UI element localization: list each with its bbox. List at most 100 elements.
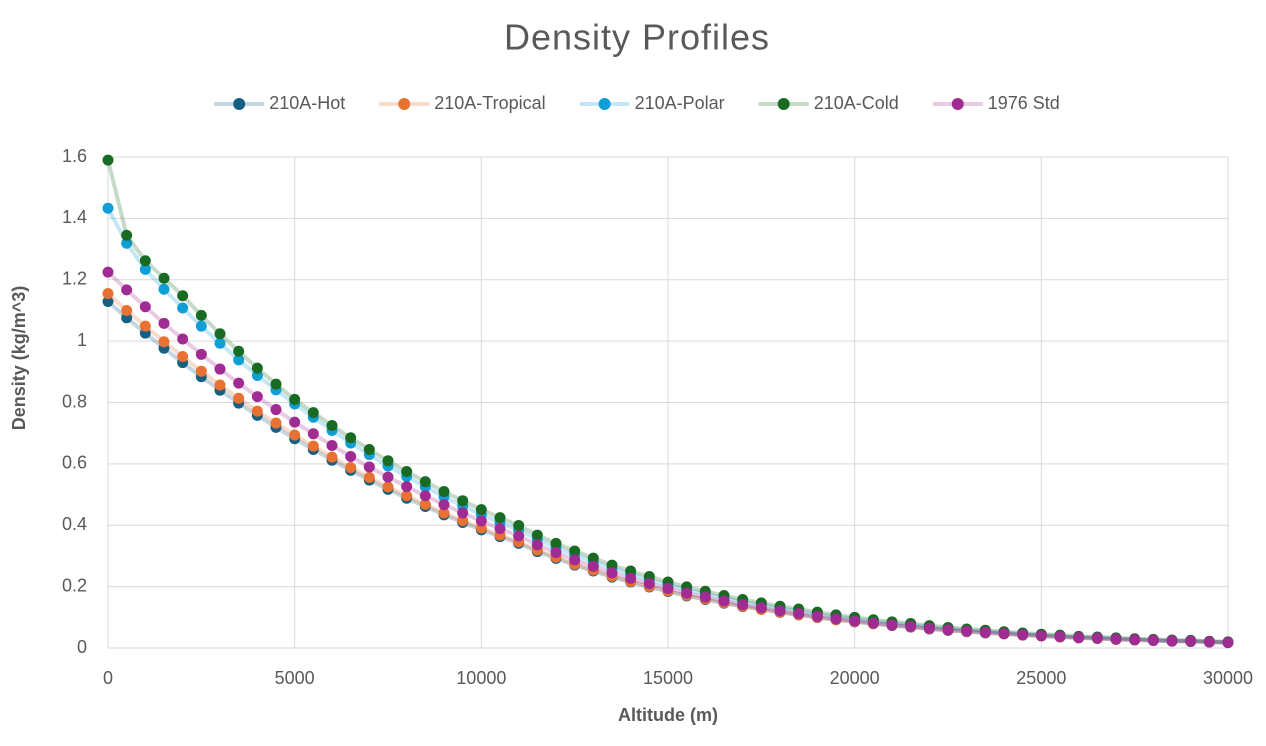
- x-tick-label: 25000: [1016, 668, 1066, 688]
- legend-marker: [777, 98, 790, 110]
- data-point: [755, 602, 767, 614]
- data-point: [289, 393, 301, 405]
- data-point: [177, 302, 189, 314]
- data-point: [401, 481, 413, 493]
- data-point: [195, 365, 207, 377]
- data-point: [233, 345, 245, 357]
- data-point: [233, 392, 245, 404]
- data-point: [998, 628, 1010, 640]
- data-point: [177, 333, 189, 345]
- y-tick-label: 1.4: [62, 207, 87, 227]
- data-point: [774, 605, 786, 617]
- legend-label: 210A-Cold: [814, 93, 899, 113]
- data-point: [326, 451, 338, 463]
- data-point: [718, 595, 730, 607]
- data-point: [587, 552, 599, 564]
- data-point: [382, 481, 394, 493]
- data-point: [531, 539, 543, 551]
- legend-label: 210A-Hot: [269, 93, 345, 113]
- data-point: [251, 391, 263, 403]
- data-point: [1017, 629, 1029, 641]
- data-point: [867, 617, 879, 629]
- data-point: [289, 429, 301, 441]
- data-point: [363, 471, 375, 483]
- data-point: [587, 560, 599, 572]
- data-point: [643, 578, 655, 590]
- y-tick-label: 1.6: [62, 146, 87, 166]
- data-point: [102, 288, 114, 300]
- legend-item: 210A-Cold: [758, 93, 899, 113]
- data-point: [438, 485, 450, 497]
- data-point: [326, 439, 338, 451]
- data-point: [513, 530, 525, 542]
- data-point: [438, 499, 450, 511]
- x-tick-label: 15000: [643, 668, 693, 688]
- data-point: [195, 320, 207, 332]
- data-point: [961, 625, 973, 637]
- data-point: [345, 451, 357, 463]
- data-point: [345, 462, 357, 474]
- data-point: [457, 495, 469, 507]
- data-point: [139, 263, 151, 275]
- x-tick-label: 10000: [456, 668, 506, 688]
- data-point: [531, 529, 543, 541]
- data-point: [793, 608, 805, 620]
- data-point: [102, 154, 114, 166]
- data-point: [102, 202, 114, 214]
- data-point: [158, 272, 170, 284]
- data-point: [139, 255, 151, 267]
- data-point: [121, 237, 133, 249]
- data-point: [326, 420, 338, 432]
- y-tick-label: 0.2: [62, 575, 87, 595]
- data-point: [681, 587, 693, 599]
- x-tick-label: 0: [103, 668, 113, 688]
- data-point: [251, 362, 263, 374]
- data-point: [139, 301, 151, 313]
- data-point: [102, 266, 114, 278]
- data-point: [550, 547, 562, 559]
- legend-label: 210A-Polar: [635, 93, 725, 113]
- data-point: [475, 515, 487, 527]
- legend-label: 1976 Std: [988, 93, 1060, 113]
- data-point: [214, 379, 226, 391]
- data-point: [345, 432, 357, 444]
- data-point: [233, 377, 245, 389]
- data-point: [513, 520, 525, 532]
- data-point: [363, 461, 375, 473]
- data-point: [438, 507, 450, 519]
- y-tick-label: 1: [77, 330, 87, 350]
- data-point: [942, 624, 954, 636]
- data-point: [102, 296, 114, 308]
- data-point: [270, 404, 282, 416]
- data-point: [1073, 632, 1085, 644]
- data-point: [1166, 635, 1178, 647]
- data-point: [195, 309, 207, 321]
- x-tick-label: 5000: [275, 668, 315, 688]
- legend-item: 1976 Std: [932, 93, 1060, 113]
- data-point: [139, 320, 151, 332]
- data-point: [475, 504, 487, 516]
- data-point: [121, 284, 133, 296]
- legend-label: 210A-Tropical: [434, 93, 545, 113]
- data-point: [251, 405, 263, 417]
- data-point: [550, 537, 562, 549]
- data-point: [401, 490, 413, 502]
- data-point: [979, 626, 991, 638]
- data-point: [606, 559, 618, 571]
- data-point: [214, 363, 226, 375]
- legend-marker: [233, 98, 246, 110]
- data-point: [401, 466, 413, 478]
- data-point: [457, 515, 469, 527]
- data-point: [382, 455, 394, 467]
- x-tick-label: 20000: [830, 668, 880, 688]
- data-point: [923, 622, 935, 634]
- x-tick-label: 30000: [1203, 668, 1253, 688]
- data-point: [1129, 634, 1141, 646]
- y-axis-title: Density (kg/m^3): [9, 286, 29, 431]
- data-point: [849, 615, 861, 627]
- x-axis-title: Altitude (m): [618, 705, 718, 725]
- data-point: [177, 350, 189, 362]
- legend-item: 210A-Polar: [579, 93, 725, 113]
